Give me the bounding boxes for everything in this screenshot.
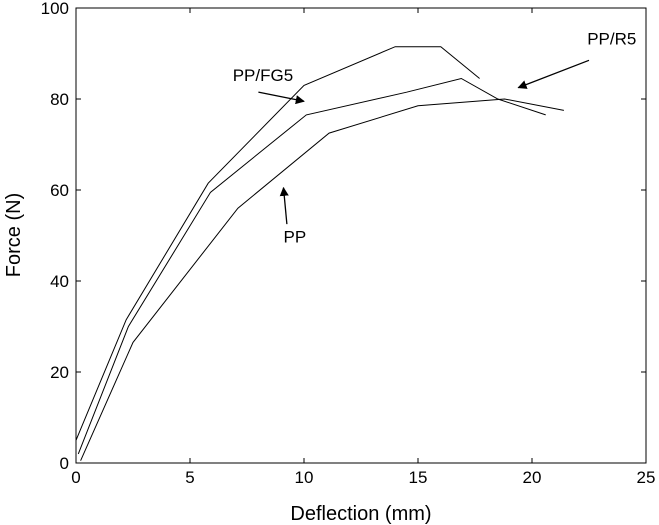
x-tick-label: 20 [523, 468, 542, 487]
y-tick-label: 60 [50, 181, 69, 200]
y-tick-label: 0 [60, 454, 69, 473]
axis-ticks: 0 5 10 15 20 25 0 20 40 60 80 100 [41, 0, 656, 487]
y-tick-label: 100 [41, 0, 69, 18]
x-axis-title: Deflection (mm) [290, 503, 431, 525]
label-pp-r5: PP/R5 [587, 29, 636, 48]
x-tick-label: 25 [637, 468, 656, 487]
series-line-pp [80, 98, 564, 461]
x-tick-label: 15 [409, 468, 428, 487]
arrow-pp-r5 [517, 59, 590, 89]
y-axis-title: Force (N) [3, 193, 25, 277]
arrow-pp [279, 186, 289, 225]
label-pp: PP [284, 227, 307, 246]
x-tick-label: 5 [185, 468, 194, 487]
annotations: PP/FG5 PP/R5 PP [233, 29, 637, 246]
label-pp-fg5: PP/FG5 [233, 66, 293, 85]
x-tick-label: 10 [295, 468, 314, 487]
series-line-pp-r5 [77, 77, 546, 455]
arrow-pp-fg5 [258, 91, 305, 105]
plot-frame [75, 7, 647, 464]
series-lines [75, 46, 564, 461]
y-tick-label: 40 [50, 272, 69, 291]
x-tick-label: 0 [71, 468, 80, 487]
y-tick-label: 80 [50, 90, 69, 109]
series-line-pp-fg5 [75, 46, 480, 441]
y-tick-label: 20 [50, 363, 69, 382]
